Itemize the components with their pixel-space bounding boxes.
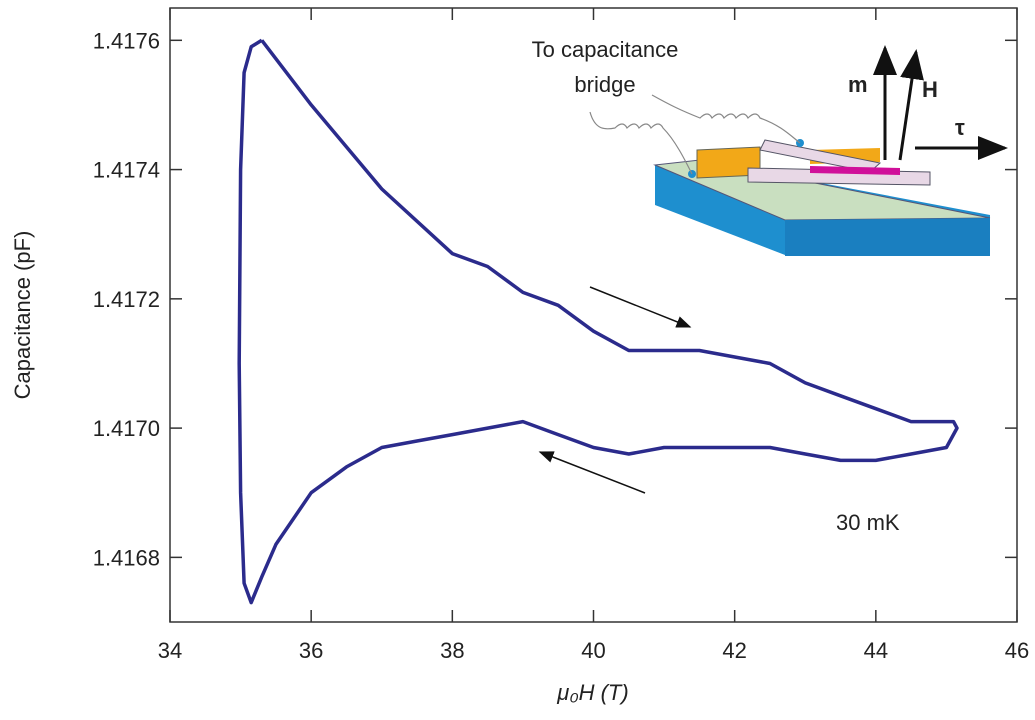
- y-tick-label: 1.4168: [93, 545, 160, 570]
- x-tick-label: 36: [299, 638, 323, 663]
- inset-label: To capacitance: [532, 37, 679, 62]
- y-axis-label: Capacitance (pF): [10, 231, 35, 400]
- temperature-label: 30 mK: [836, 510, 900, 535]
- moment-label: m: [848, 72, 868, 97]
- y-tick-label: 1.4174: [93, 158, 160, 183]
- torque-label: τ: [955, 115, 965, 140]
- x-tick-label: 40: [581, 638, 605, 663]
- sweep-arrow: [538, 451, 646, 494]
- x-tick-label: 38: [440, 638, 464, 663]
- x-tick-label: 46: [1005, 638, 1029, 663]
- data-line: [237, 38, 959, 605]
- y-tick-label: 1.4176: [93, 28, 160, 53]
- x-tick-label: 44: [864, 638, 888, 663]
- x-tick-label: 42: [722, 638, 746, 663]
- y-tick-label: 1.4172: [93, 287, 160, 312]
- y-tick-label: 1.4170: [93, 416, 160, 441]
- field-label: H: [922, 77, 938, 102]
- x-axis-label: μ₀H (T): [556, 680, 628, 705]
- sweep-arrow: [589, 286, 692, 328]
- x-tick-label: 34: [158, 638, 182, 663]
- inset-diagram: [589, 45, 1008, 256]
- inset-label: bridge: [574, 72, 635, 97]
